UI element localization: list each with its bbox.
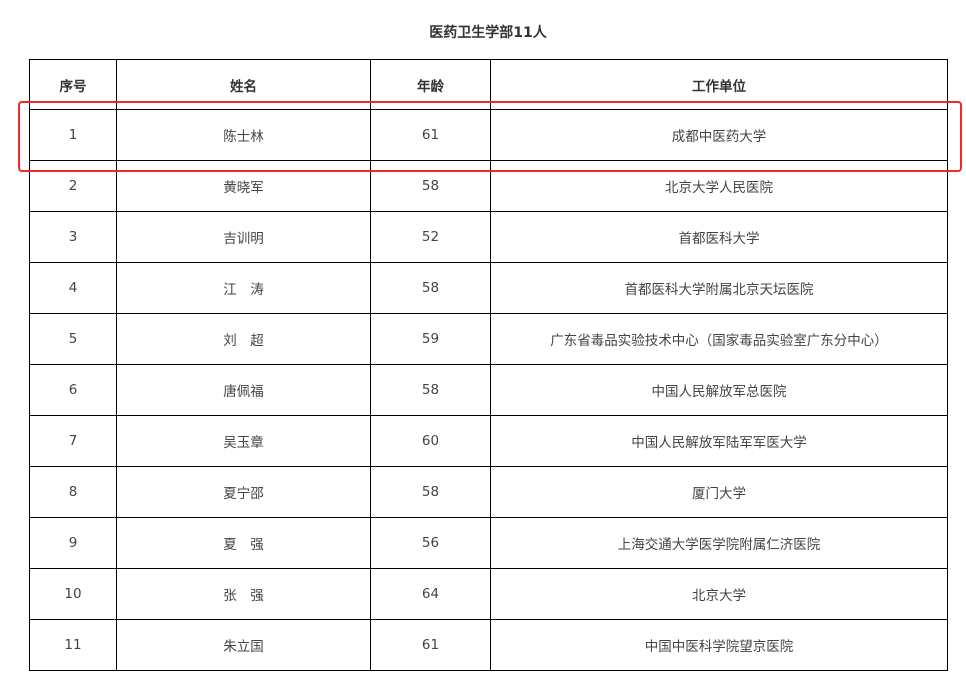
cell-name: 唐佩福 bbox=[116, 364, 371, 416]
table-row: 1 陈士林 61 成都中医药大学 bbox=[29, 109, 948, 161]
cell-name: 张 强 bbox=[116, 568, 371, 620]
cell-name: 刘 超 bbox=[116, 313, 371, 365]
cell-age: 52 bbox=[370, 211, 491, 263]
cell-index: 3 bbox=[29, 211, 117, 263]
cell-age: 61 bbox=[370, 619, 491, 671]
header-index: 序号 bbox=[29, 59, 117, 110]
cell-name: 朱立国 bbox=[116, 619, 371, 671]
table-row: 3 吉训明 52 首都医科大学 bbox=[29, 211, 948, 263]
cell-index: 11 bbox=[29, 619, 117, 671]
table-row: 10 张 强 64 北京大学 bbox=[29, 568, 948, 620]
cell-age: 59 bbox=[370, 313, 491, 365]
cell-index: 4 bbox=[29, 262, 117, 314]
page-title: 医药卫生学部11人 bbox=[429, 25, 547, 41]
cell-index: 8 bbox=[29, 466, 117, 518]
cell-age: 61 bbox=[370, 109, 491, 161]
cell-age: 58 bbox=[370, 160, 491, 212]
table-row: 7 吴玉章 60 中国人民解放军陆军军医大学 bbox=[29, 415, 948, 467]
header-name: 姓名 bbox=[116, 59, 371, 110]
cell-workplace: 北京大学人民医院 bbox=[490, 160, 948, 212]
cell-index: 10 bbox=[29, 568, 117, 620]
cell-age: 58 bbox=[370, 262, 491, 314]
cell-name: 江 涛 bbox=[116, 262, 371, 314]
cell-workplace: 中国人民解放军陆军军医大学 bbox=[490, 415, 948, 467]
cell-workplace: 中国人民解放军总医院 bbox=[490, 364, 948, 416]
cell-age: 58 bbox=[370, 364, 491, 416]
cell-workplace: 首都医科大学附属北京天坛医院 bbox=[490, 262, 948, 314]
table-row: 11 朱立国 61 中国中医科学院望京医院 bbox=[29, 619, 948, 671]
cell-age: 64 bbox=[370, 568, 491, 620]
cell-age: 56 bbox=[370, 517, 491, 569]
cell-workplace: 中国中医科学院望京医院 bbox=[490, 619, 948, 671]
table-row: 6 唐佩福 58 中国人民解放军总医院 bbox=[29, 364, 948, 416]
cell-index: 1 bbox=[29, 109, 117, 161]
cell-index: 6 bbox=[29, 364, 117, 416]
header-workplace: 工作单位 bbox=[490, 59, 948, 110]
cell-name: 夏宁邵 bbox=[116, 466, 371, 518]
cell-age: 60 bbox=[370, 415, 491, 467]
cell-index: 9 bbox=[29, 517, 117, 569]
cell-workplace: 厦门大学 bbox=[490, 466, 948, 518]
cell-workplace: 首都医科大学 bbox=[490, 211, 948, 263]
cell-index: 2 bbox=[29, 160, 117, 212]
cell-name: 夏 强 bbox=[116, 517, 371, 569]
header-age: 年龄 bbox=[370, 59, 491, 110]
cell-name: 吉训明 bbox=[116, 211, 371, 263]
cell-name: 黄晓军 bbox=[116, 160, 371, 212]
members-table: 序号 姓名 年龄 工作单位 1 陈士林 61 成都中医药大学 2 黄晓军 58 北京大学人民医… bbox=[29, 59, 948, 671]
cell-workplace: 上海交通大学医学院附属仁济医院 bbox=[490, 517, 948, 569]
cell-index: 7 bbox=[29, 415, 117, 467]
cell-workplace: 成都中医药大学 bbox=[490, 109, 948, 161]
cell-index: 5 bbox=[29, 313, 117, 365]
cell-workplace: 北京大学 bbox=[490, 568, 948, 620]
table-row: 8 夏宁邵 58 厦门大学 bbox=[29, 466, 948, 518]
table-header-row: 序号 姓名 年龄 工作单位 bbox=[29, 59, 948, 110]
cell-name: 吴玉章 bbox=[116, 415, 371, 467]
cell-age: 58 bbox=[370, 466, 491, 518]
cell-name: 陈士林 bbox=[116, 109, 371, 161]
cell-workplace: 广东省毒品实验技术中心（国家毒品实验室广东分中心） bbox=[490, 313, 948, 365]
table-row: 2 黄晓军 58 北京大学人民医院 bbox=[29, 160, 948, 212]
